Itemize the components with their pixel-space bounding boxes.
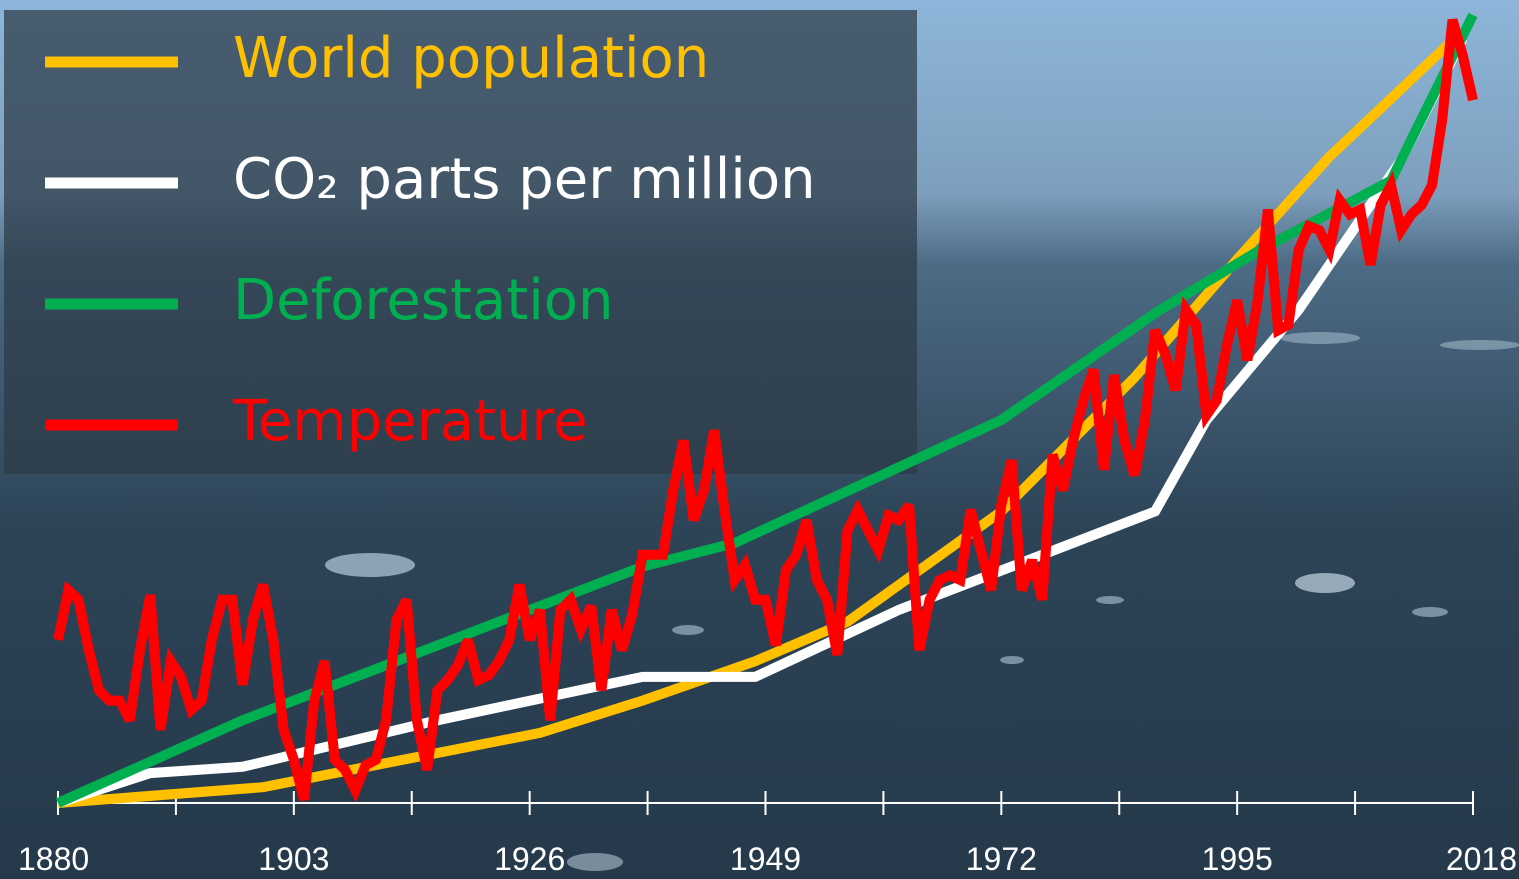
- series-line: [53, 18, 1478, 803]
- legend-label: CO₂ parts per million: [233, 147, 816, 212]
- legend-label: Deforestation: [233, 268, 614, 333]
- series-line: [56, 36, 1468, 808]
- legend-label: World population: [233, 26, 709, 91]
- legend-box: [4, 10, 917, 474]
- x-tick-label: 2018: [1446, 841, 1517, 877]
- x-tick-label: 1903: [258, 841, 329, 877]
- x-tick-label: 1926: [494, 841, 565, 877]
- legend-label: Temperature: [232, 389, 588, 454]
- x-tick-label: 1972: [966, 841, 1037, 877]
- x-tick-label: 1995: [1202, 841, 1273, 877]
- x-tick-label: 1949: [730, 841, 801, 877]
- x-tick-label: 1880: [18, 841, 89, 877]
